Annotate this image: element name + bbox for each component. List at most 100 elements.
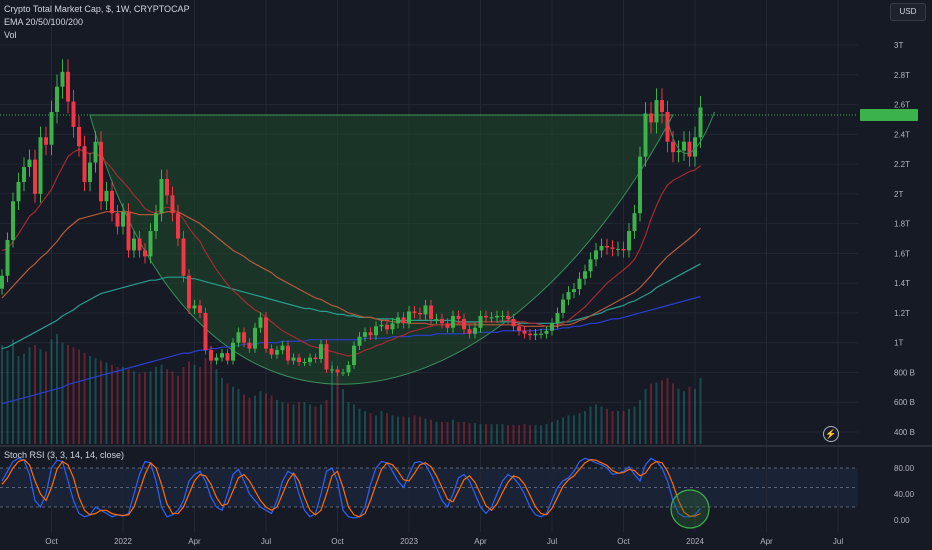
last-price-tag [860,108,918,121]
candle-body [555,312,560,324]
candle-body [165,178,169,196]
candle-body [368,332,373,336]
candle-body [176,213,180,239]
volume-bar [683,391,685,444]
candle-body [110,190,114,214]
volume-bar [457,422,460,444]
stoch-rsi-pane [0,457,858,519]
candle-body [319,344,323,360]
volume-bar [573,415,575,444]
candle-body [500,315,505,317]
lightning-icon[interactable]: ⚡ [823,426,839,442]
volume-bar [375,415,377,444]
candle-body [676,150,681,153]
volume-bar [529,425,531,444]
ema-legend[interactable]: EMA 20/50/100/200 [4,17,84,27]
volume-legend[interactable]: Vol [4,30,17,40]
candle-body [506,315,510,319]
candle-body [126,211,131,251]
volume-bar [655,382,658,444]
volume-bar [699,378,702,444]
volume-bar [149,371,152,444]
candle-body [462,318,466,330]
candle-body [374,326,378,336]
candle-body [423,305,428,315]
time-tick-label: Apr [760,537,773,546]
volume-bar [468,423,471,444]
rsi-legend[interactable]: Stoch RSI (3, 3, 14, 14, close) [4,450,125,460]
price-tick-label: 2.6T [894,101,910,110]
volume-bar [276,400,278,444]
candle-body [599,245,604,251]
volume-bar [430,419,432,444]
price-tick-label: 1T [894,339,903,348]
candle-body [401,317,406,324]
candle-body [561,299,565,313]
rsi-highlight-circle [670,489,710,529]
candle-body [643,113,648,157]
candle-body [632,213,637,232]
volume-bar [551,422,553,444]
volume-bar [281,402,284,444]
volume-bar [50,339,53,444]
volume-bar [265,393,267,444]
candle-body [330,369,334,371]
volume-bar [617,411,619,444]
ema20-line [1,148,701,357]
volume-bar [166,369,168,444]
candle-body [291,357,296,361]
volume-bar [650,383,652,444]
candle-body [346,365,351,373]
candle-body [236,332,241,343]
volume-bar [474,423,476,444]
candle-body [522,330,527,334]
volume-bar [94,358,97,444]
volume-bar [171,371,174,444]
volume-bar [463,422,465,444]
candle-body [231,342,235,361]
price-axis: 3T 2.8T 2.6T 2.4T 2.2T 2T 1.8T 1.6T 1.4T 1.2T 1T 80… [894,41,915,437]
volume-bar [199,367,201,444]
candle-body [143,250,147,257]
candle-body [225,353,230,361]
volume-bar [386,413,388,444]
volume-bar [485,424,487,444]
volume-bar [309,404,311,444]
candle-body [544,330,549,334]
candle-body [335,369,340,373]
candle-body [528,333,532,336]
volume-bar [314,406,317,444]
volume-bar [523,424,526,444]
candle-body [192,305,197,309]
candle-body [71,101,76,127]
candle-body [258,317,263,328]
time-tick-label: Jul [547,537,557,546]
volume-bar [391,415,394,444]
time-tick-label: Jul [833,537,843,546]
candle-body [209,350,213,361]
currency-button[interactable]: USD [890,3,926,21]
candle-body [137,238,142,251]
volume-bar [501,424,504,444]
volume-bar [562,417,564,444]
candle-body [280,345,285,351]
rsi-tick-label: 40.00 [894,490,915,499]
candle-body [0,275,4,289]
time-axis: Oct 2022 Apr Jul Oct 2023 Apr Jul Oct 2024 Apr Jul [0,532,932,550]
volume-bar [336,369,339,444]
candle-body [385,324,389,330]
candle-body [478,315,483,328]
candle-body [5,239,10,276]
candle-body [687,141,692,157]
volume-bar [441,422,443,444]
volume-bar [100,360,102,444]
candle-body [533,333,538,336]
candle-body [203,312,208,351]
candle-body [693,137,697,157]
handle-curve [667,111,715,154]
volume-bar [1,345,3,444]
candle-body [269,348,274,355]
candle-body [88,162,92,182]
candle-body [11,201,15,240]
